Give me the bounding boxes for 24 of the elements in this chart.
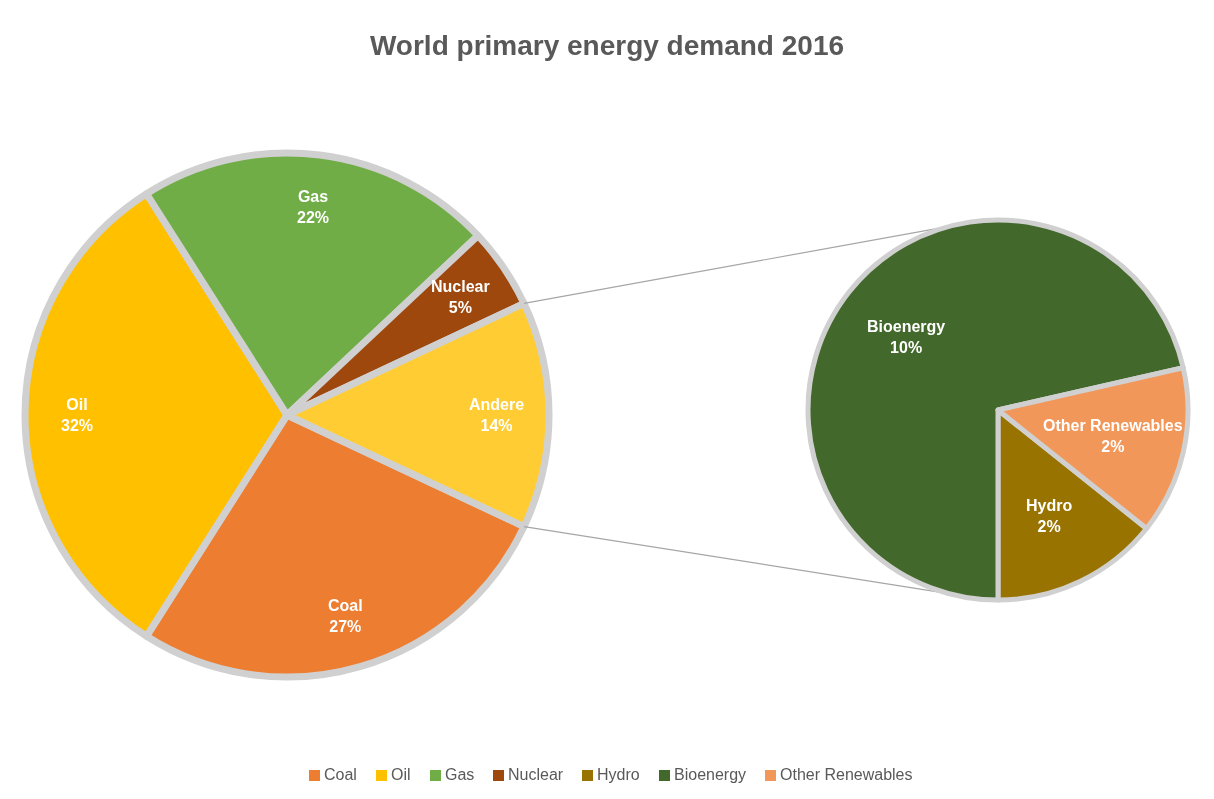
slice-label: Gas — [297, 188, 329, 205]
chart-title: World primary energy demand 2016 — [369, 29, 845, 61]
data-label: 32% — [61, 416, 94, 434]
slice-label: Nuclear — [431, 278, 490, 295]
slice-label: Oil — [66, 396, 88, 413]
data-label: 2% — [1037, 517, 1061, 535]
data-label: 2% — [1101, 437, 1125, 455]
legend-label: Nuclear — [508, 765, 564, 785]
slice-label: Coal — [328, 597, 363, 614]
data-label: 14% — [480, 416, 513, 434]
data-label: 27% — [329, 617, 362, 635]
data-label: 10% — [890, 338, 923, 356]
slice-label: Hydro — [1026, 497, 1073, 514]
data-label: 22% — [297, 208, 330, 226]
legend-label: Oil — [391, 765, 411, 785]
legend-label: Other Renewables — [780, 765, 913, 785]
legend-label: Gas — [445, 765, 475, 785]
legend-label: Bioenergy — [674, 765, 747, 785]
slice-label: Other Renewables — [1043, 417, 1183, 434]
slice-label: Bioenergy — [867, 318, 946, 335]
slice-label: Andere — [469, 396, 525, 413]
legend-label: Hydro — [597, 765, 640, 785]
data-label: 5% — [448, 298, 472, 316]
legend-label: Coal — [324, 765, 357, 785]
